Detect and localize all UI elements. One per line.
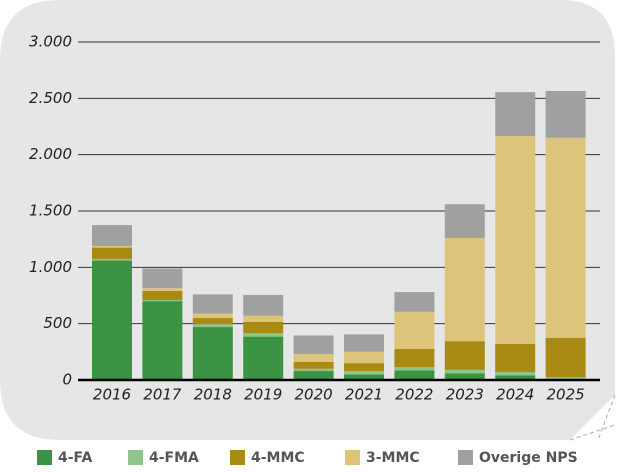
x-tick-label: 2022: [395, 386, 433, 404]
x-tick-label: 2017: [143, 386, 182, 404]
y-tick-label: 3.000: [29, 33, 72, 51]
bar-segment: [495, 372, 536, 376]
bar-segment: [545, 337, 586, 378]
legend-label: Overige NPS: [479, 450, 578, 466]
x-tick-label: 2023: [446, 386, 484, 404]
bar-segment: [344, 374, 384, 380]
bar-segment: [394, 370, 435, 380]
y-tick-label: 1.000: [29, 258, 72, 276]
y-tick-label: 0: [62, 371, 72, 389]
legend-swatch: [37, 450, 52, 465]
legend-label: 4-FA: [58, 450, 93, 466]
x-tick-label: 2025: [547, 386, 585, 404]
x-tick-label: 2020: [295, 386, 333, 404]
bar-segment: [142, 290, 183, 301]
bar-segment: [92, 258, 132, 261]
bar-segment: [293, 368, 334, 371]
bar-segment: [92, 247, 132, 259]
bar-segment: [444, 204, 485, 239]
bar-segment: [293, 361, 334, 369]
bar-segment: [293, 354, 334, 362]
legend-label: 4-MMC: [251, 450, 305, 466]
legend-label: 4-FMA: [149, 450, 199, 466]
y-tick-label: 500: [43, 314, 72, 332]
bar-segment: [192, 318, 233, 325]
bar-segment: [92, 245, 132, 248]
bar-segment: [344, 363, 384, 371]
bar-segment: [243, 315, 284, 322]
bar-segment: [344, 370, 384, 375]
bar-segment: [394, 367, 435, 371]
x-tick-label: 2021: [345, 386, 383, 404]
bar-segment: [444, 238, 485, 342]
y-tick-label: 2.500: [29, 89, 72, 107]
legend-swatch: [128, 450, 143, 465]
bar-segment: [192, 324, 233, 328]
bar-segment: [344, 334, 384, 352]
bar-segment: [545, 137, 586, 338]
bar-segment: [394, 349, 435, 368]
x-tick-label: 2016: [93, 386, 131, 404]
legend-label: 3-MMC: [366, 450, 420, 466]
legend-swatch: [458, 450, 473, 465]
bar-segment: [394, 292, 435, 312]
bar-segment: [192, 294, 233, 314]
y-tick-label: 1.500: [29, 202, 72, 220]
bar-segment: [293, 370, 334, 380]
bar-segment: [243, 321, 284, 334]
y-tick-label: 2.000: [29, 145, 72, 163]
bar-segment: [92, 260, 132, 380]
bar-segment: [394, 311, 435, 350]
bar-segment: [142, 268, 183, 289]
bar-segment: [142, 300, 183, 302]
bar-segment: [444, 341, 485, 370]
bar-segment: [495, 343, 536, 373]
legend-swatch: [230, 450, 245, 465]
bar-segment: [444, 369, 485, 374]
bar-segment: [444, 373, 485, 380]
bar-segment: [344, 351, 384, 364]
bar-segment: [192, 313, 233, 319]
bar-segment: [92, 225, 132, 246]
bar-segment: [545, 91, 586, 138]
x-tick-label: 2024: [496, 386, 534, 404]
x-tick-label: 2019: [244, 386, 282, 404]
bar-segment: [495, 92, 536, 137]
bar-segment: [545, 377, 586, 379]
bar-segment: [495, 136, 536, 344]
bar-segment: [192, 327, 233, 380]
bar-segment: [243, 294, 284, 316]
corner-fold: [569, 394, 616, 441]
bar-segment: [142, 301, 183, 380]
bar-segment: [243, 333, 284, 337]
bar-segment: [293, 335, 334, 355]
legend-swatch: [345, 450, 360, 465]
bar-segment: [243, 336, 284, 380]
bar-segment: [142, 288, 183, 291]
x-tick-label: 2018: [194, 386, 232, 404]
bar-segment: [495, 375, 536, 380]
